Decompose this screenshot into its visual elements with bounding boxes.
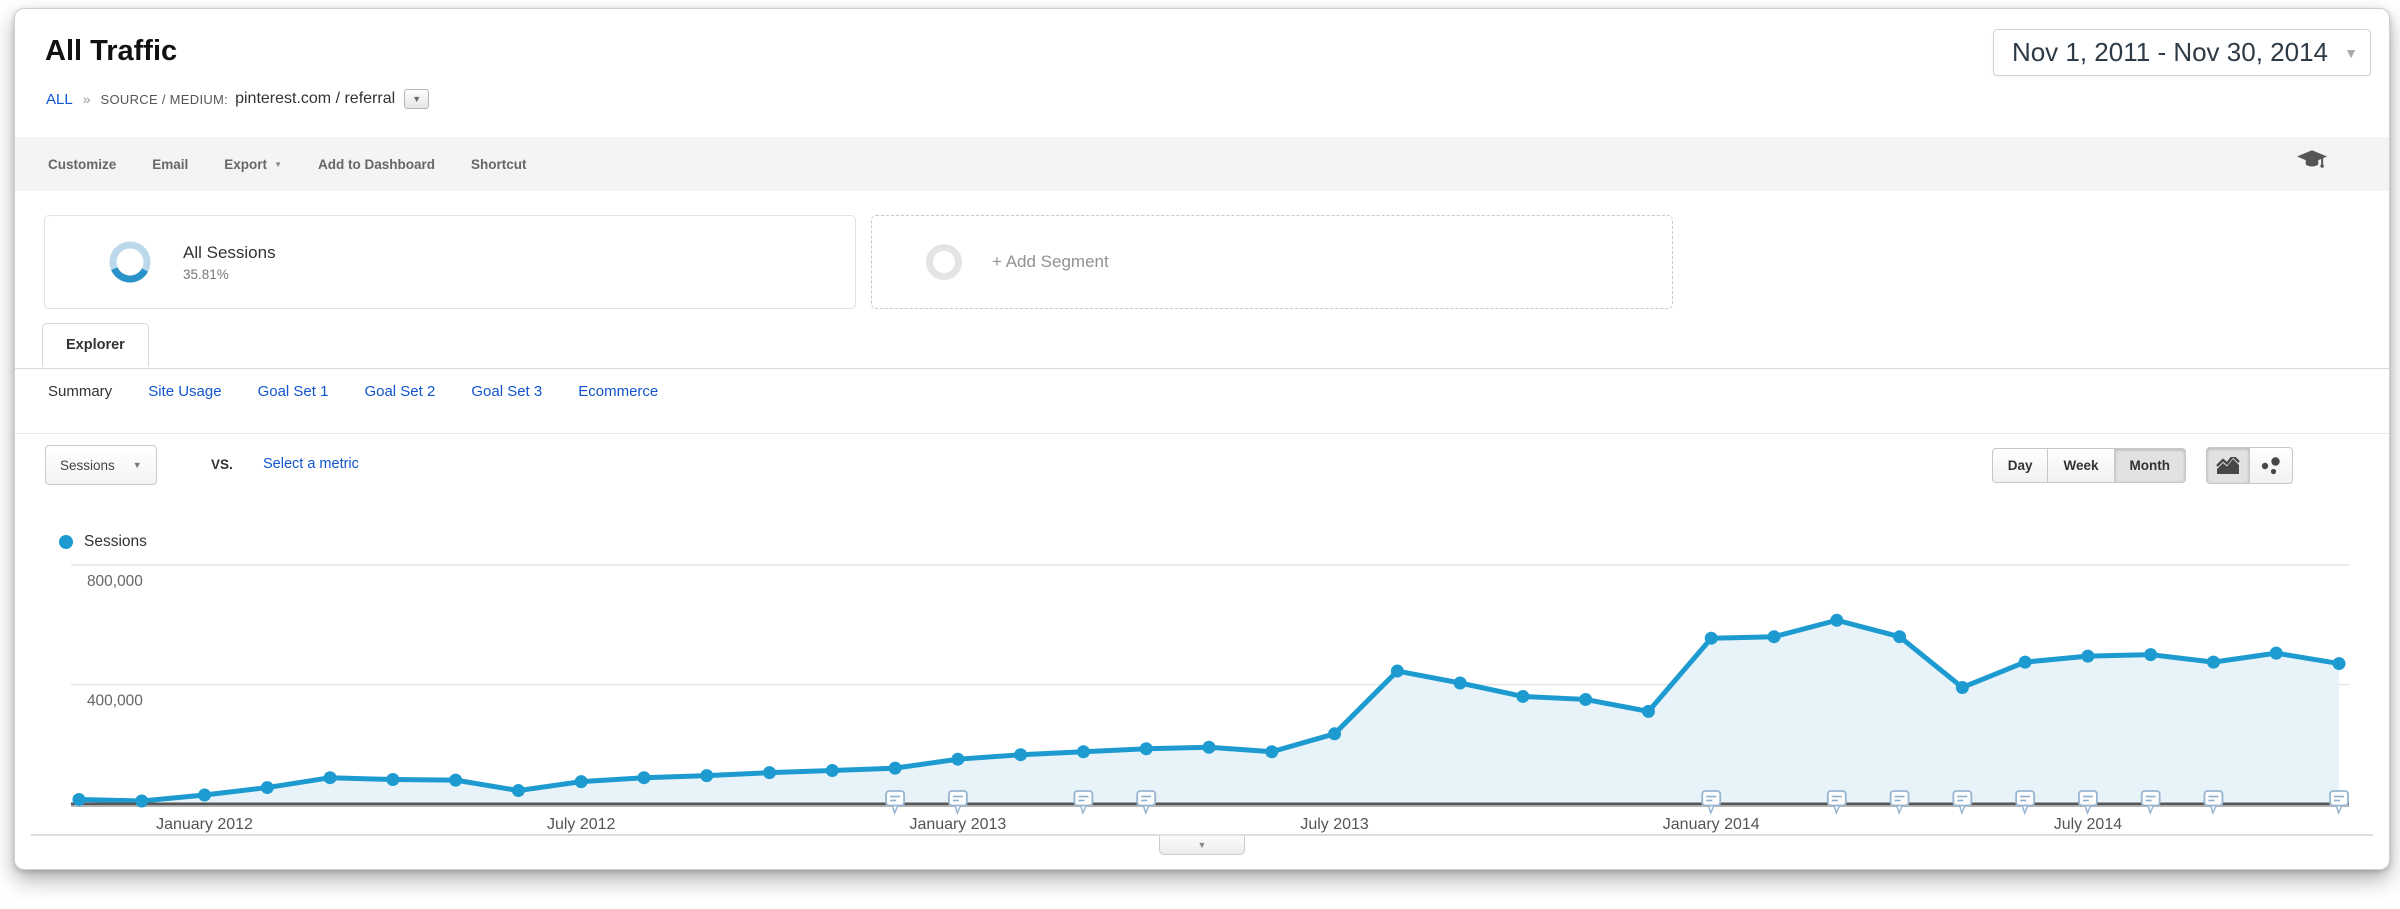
chart-canvas[interactable]: 400,000 800,000 January 2012 July 2012 Janua… — [31, 557, 2373, 857]
add-to-dashboard-button[interactable]: Add to Dashboard — [317, 156, 435, 172]
breadcrumb-dimension-label: SOURCE / MEDIUM: — [100, 91, 229, 107]
section-divider — [15, 433, 2389, 434]
vs-label: vs. — [211, 457, 233, 472]
legend-dot-icon — [59, 535, 73, 549]
scatter-bubbles-icon — [2261, 456, 2280, 474]
graduation-cap-icon — [2297, 150, 2327, 168]
chevron-down-icon: ▼ — [274, 159, 282, 169]
segment-label: All Sessions — [183, 242, 276, 262]
legend-label: Sessions — [84, 533, 147, 550]
subtabs: Summary Site Usage Goal Set 1 Goal Set 2… — [48, 383, 658, 400]
report-toolbar: Customize Email Export ▼ Add to Dashboard… — [15, 137, 2389, 191]
subtab-goal-set-3[interactable]: Goal Set 3 — [471, 383, 543, 400]
granularity-group: Day Week Month — [1991, 448, 2186, 483]
svg-text:July 2013: July 2013 — [1300, 816, 1369, 833]
chevron-down-icon: ▼ — [1197, 840, 1207, 850]
report-panel: All Traffic ALL » SOURCE / MEDIUM: pinte… — [14, 8, 2390, 870]
granularity-month-button[interactable]: Month — [2113, 448, 2186, 483]
add-segment-label: + Add Segment — [992, 252, 1109, 271]
granularity-day-button[interactable]: Day — [1991, 448, 2049, 483]
breadcrumb: ALL » SOURCE / MEDIUM: pinterest.com / r… — [46, 89, 430, 109]
svg-text:January 2012: January 2012 — [156, 816, 253, 833]
chart-controls: Sessions ▼ vs. Select a metric Day Week … — [15, 445, 2389, 495]
svg-text:July 2012: July 2012 — [547, 816, 616, 833]
date-range-value: Nov 1, 2011 - Nov 30, 2014 — [2011, 37, 2328, 67]
motion-chart-button[interactable] — [2249, 447, 2293, 484]
svg-text:800,000: 800,000 — [87, 573, 143, 590]
metric-dropdown[interactable]: Sessions ▼ — [45, 445, 157, 485]
segment-donut-icon — [109, 241, 151, 283]
subtab-ecommerce[interactable]: Ecommerce — [578, 383, 659, 400]
granularity-week-button[interactable]: Week — [2047, 448, 2115, 483]
breadcrumb-all-link[interactable]: ALL — [46, 90, 73, 108]
line-chart-icon — [2216, 456, 2240, 474]
segments-bar: All Sessions 35.81% + Add Segment — [31, 209, 2373, 309]
svg-text:July 2014: July 2014 — [2054, 816, 2123, 833]
svg-text:January 2013: January 2013 — [909, 816, 1006, 833]
breadcrumb-dimension-value: pinterest.com / referral — [235, 90, 396, 107]
empty-donut-icon — [926, 244, 962, 280]
chevron-down-icon: ▼ — [2344, 44, 2358, 61]
segment-percent: 35.81% — [183, 266, 229, 282]
breadcrumb-dropdown-button[interactable]: ▼ — [404, 89, 430, 109]
subtab-site-usage[interactable]: Site Usage — [148, 383, 222, 400]
sessions-timeseries-chart: 400,000 800,000 January 2012 July 2012 Janua… — [31, 557, 2373, 859]
tab-explorer[interactable]: Explorer — [42, 323, 149, 367]
intelligence-events-button[interactable] — [2297, 149, 2327, 179]
tabstrip-divider — [15, 368, 2389, 369]
add-segment-button[interactable]: + Add Segment — [871, 215, 1673, 309]
segment-all-sessions[interactable]: All Sessions 35.81% — [44, 215, 856, 309]
chart-type-group — [2206, 447, 2293, 484]
subtab-goal-set-2[interactable]: Goal Set 2 — [364, 383, 436, 400]
chevron-down-icon: ▼ — [132, 460, 142, 470]
line-chart-button[interactable] — [2206, 447, 2250, 484]
shortcut-button[interactable]: Shortcut — [470, 156, 527, 172]
chart-legend: Sessions — [59, 533, 147, 551]
date-range-selector[interactable]: Nov 1, 2011 - Nov 30, 2014 ▼ — [1992, 29, 2371, 76]
metric-dropdown-value: Sessions — [60, 457, 115, 473]
email-button[interactable]: Email — [152, 156, 189, 172]
collapse-annotations-button[interactable]: ▼ — [1159, 835, 1245, 855]
page-title: All Traffic — [45, 35, 178, 67]
chevron-down-icon: ▼ — [412, 94, 422, 104]
svg-text:400,000: 400,000 — [87, 692, 143, 709]
subtab-goal-set-1[interactable]: Goal Set 1 — [257, 383, 329, 400]
breadcrumb-separator: » — [82, 91, 91, 107]
customize-button[interactable]: Customize — [48, 156, 117, 172]
select-metric-link[interactable]: Select a metric — [263, 456, 359, 472]
svg-text:January 2014: January 2014 — [1663, 816, 1760, 833]
subtab-summary[interactable]: Summary — [48, 383, 113, 400]
export-button[interactable]: Export ▼ — [224, 156, 282, 172]
